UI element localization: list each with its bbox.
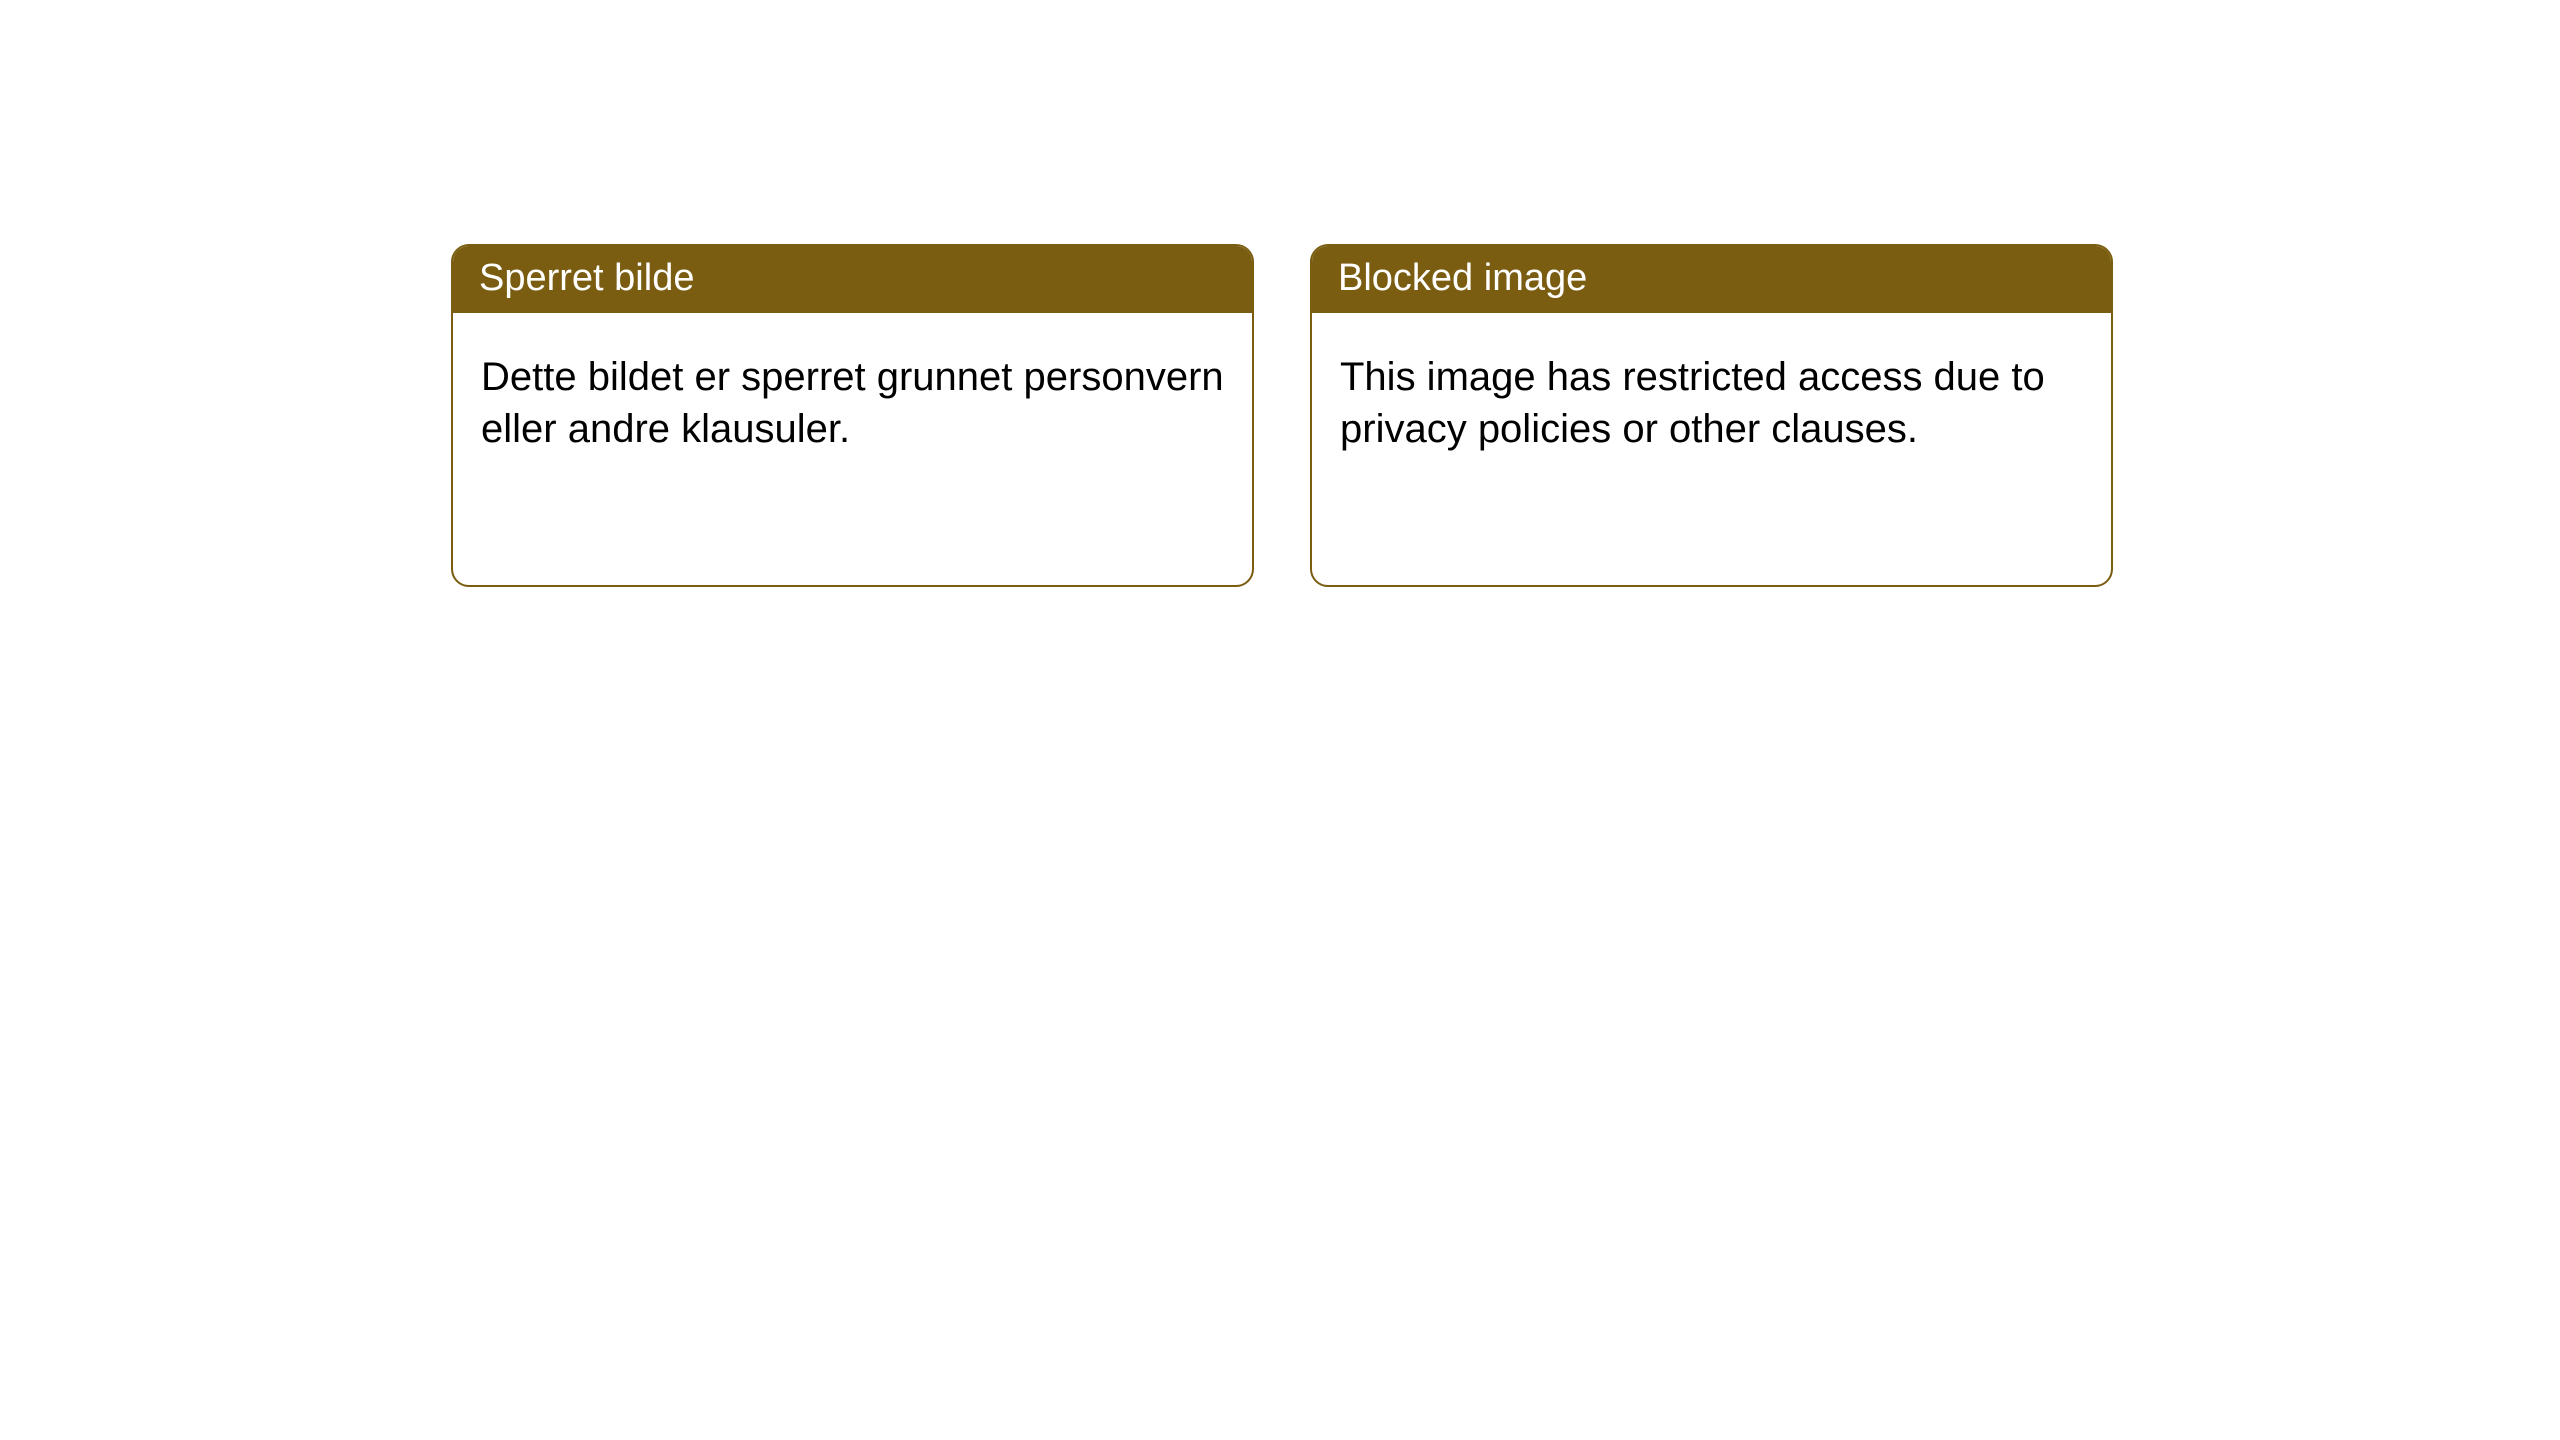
notice-card-english: Blocked image This image has restricted … [1310,244,2113,587]
card-title: Blocked image [1338,257,1587,299]
card-header: Sperret bilde [453,246,1252,313]
card-title: Sperret bilde [479,257,694,299]
card-body-text: Dette bildet er sperret grunnet personve… [481,351,1224,455]
card-body: This image has restricted access due to … [1312,313,2111,585]
notice-card-norwegian: Sperret bilde Dette bildet er sperret gr… [451,244,1254,587]
card-body-text: This image has restricted access due to … [1340,351,2083,455]
card-body: Dette bildet er sperret grunnet personve… [453,313,1252,585]
notice-cards-container: Sperret bilde Dette bildet er sperret gr… [451,244,2113,587]
card-header: Blocked image [1312,246,2111,313]
